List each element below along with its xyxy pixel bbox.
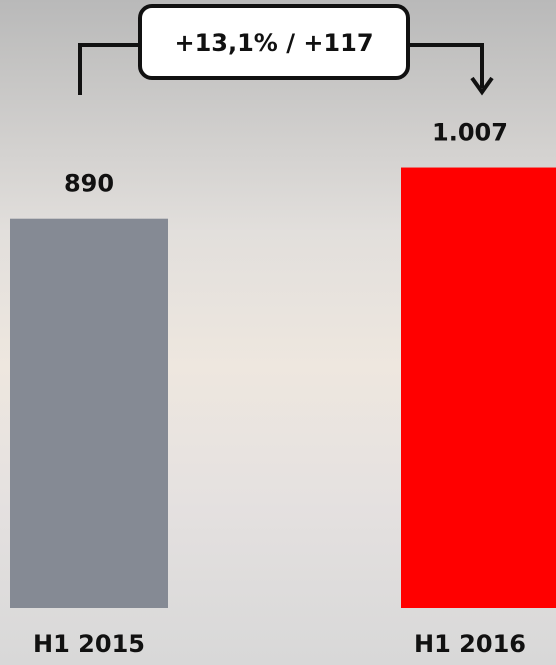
- bar: [401, 168, 556, 608]
- value-label: 1.007: [432, 119, 508, 147]
- x-tick-label: H1 2015: [33, 630, 145, 658]
- chart: +13,1% / +117 890 H1 2015 1.007 H1 2016: [0, 0, 556, 665]
- bar: [10, 219, 168, 608]
- value-label: 890: [64, 170, 114, 198]
- x-tick-label: H1 2016: [414, 630, 526, 658]
- annotation: +13,1% / +117: [174, 29, 373, 57]
